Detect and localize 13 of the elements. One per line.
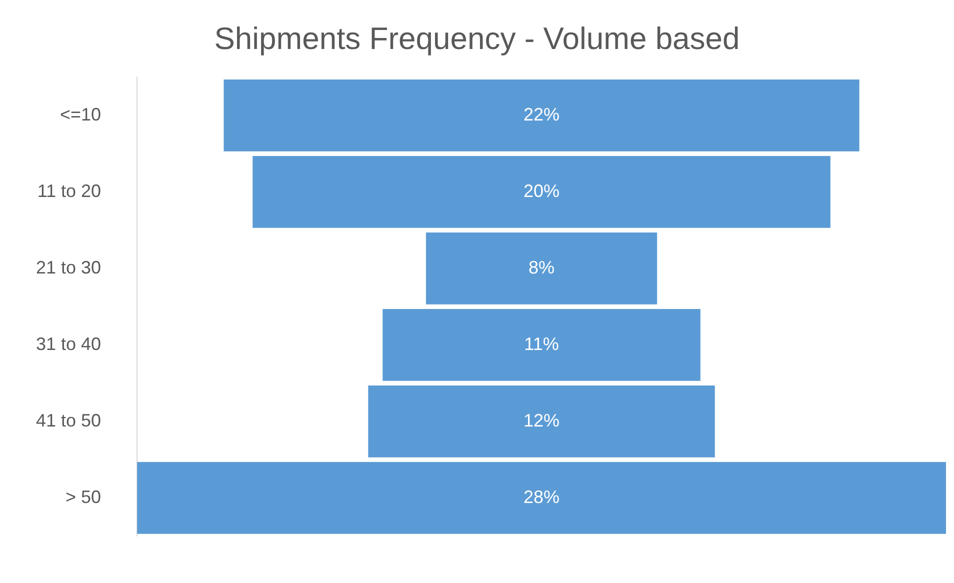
data-label: 8% xyxy=(528,257,555,278)
data-label: 28% xyxy=(524,486,560,507)
category-label: 21 to 30 xyxy=(36,257,102,278)
data-label: 11% xyxy=(524,334,559,354)
category-label: 41 to 50 xyxy=(36,410,102,430)
category-label: 31 to 40 xyxy=(36,334,102,354)
category-label: <=10 xyxy=(60,104,102,124)
text: Shipments Frequency - Volume based xyxy=(214,21,740,56)
data-label: 22% xyxy=(524,104,560,124)
data-label: 20% xyxy=(524,180,560,201)
data-label: 12% xyxy=(524,410,560,430)
category-label: > 50 xyxy=(66,486,102,507)
category-label: 11 to 20 xyxy=(37,180,102,201)
